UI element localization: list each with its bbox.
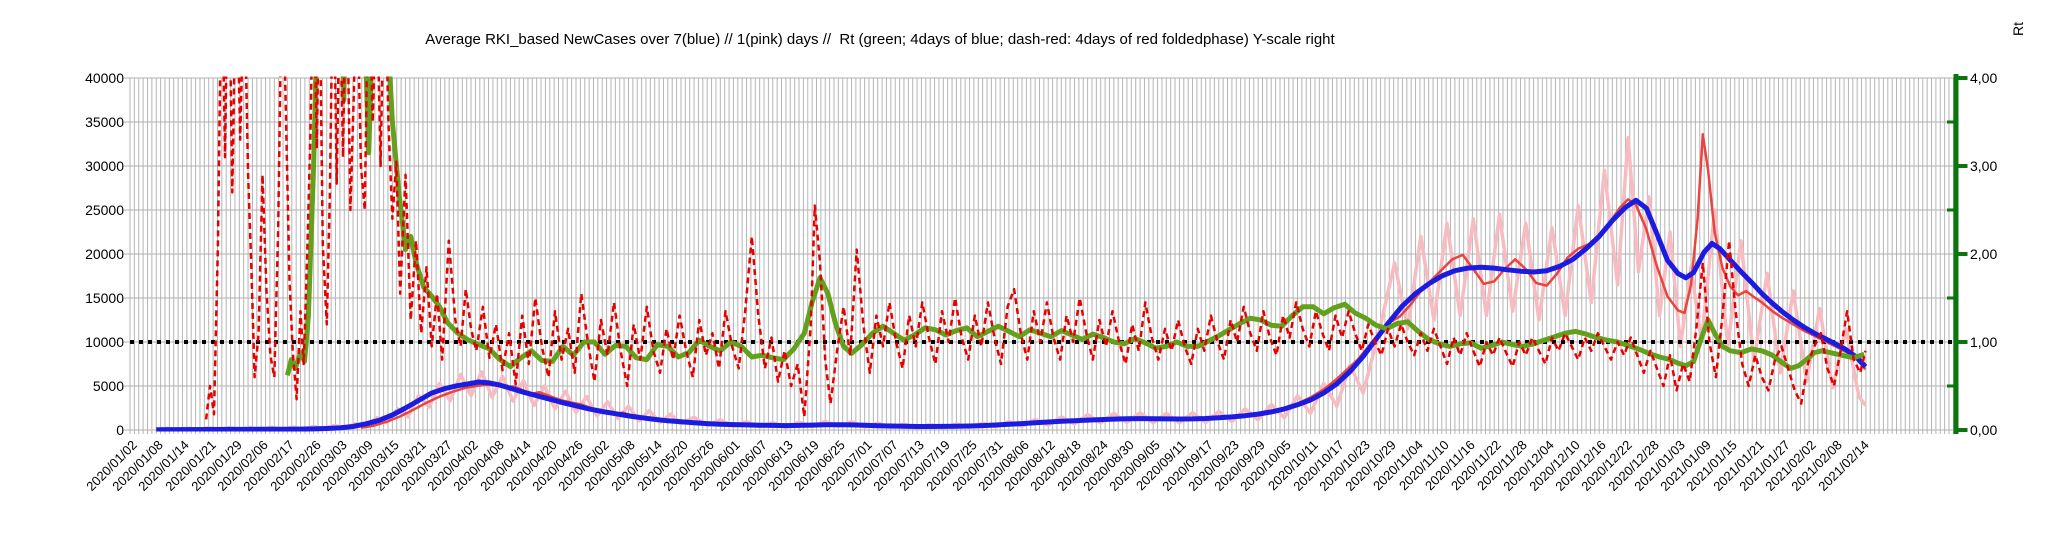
y-left-tick-label: 25000	[85, 202, 124, 218]
chart-title: Average RKI_based NewCases over 7(blue) …	[425, 31, 1335, 48]
series-rt-green-4days-of-blue	[284, 76, 1865, 376]
right-axis-major-tick	[1958, 340, 1968, 344]
right-axis-major-tick	[1958, 164, 1968, 168]
right-axis-line	[1953, 74, 1959, 434]
y-left-tick-label: 30000	[85, 158, 124, 174]
y-left-tick-label: 20000	[85, 246, 124, 262]
y-right-tick-label: 0,00	[1970, 422, 1998, 438]
y-left-tick-label: 15000	[85, 290, 124, 306]
series-new-cases-avg7-blue	[156, 197, 1868, 432]
right-axis-minor-tick	[1947, 384, 1954, 388]
y-right-tick-label: 4,00	[1970, 70, 1998, 86]
grid-vertical-lines	[129, 78, 1954, 434]
y-left-tick-label: 5000	[92, 378, 124, 394]
y-right-tick-label: 1,00	[1970, 334, 1998, 350]
right-axis-major-tick	[1958, 428, 1968, 432]
y-right-tick-label: 2,00	[1970, 246, 1998, 262]
right-axis-major-tick	[1958, 76, 1968, 80]
right-axis-minor-tick	[1947, 296, 1954, 300]
y-left-tick-label: 10000	[85, 334, 124, 350]
y-left-tick-label: 35000	[85, 114, 124, 130]
y-right-tick-label: 3,00	[1970, 158, 1998, 174]
series-rt-dashred-4days-of-red-folded	[204, 76, 1867, 420]
right-axis-minor-tick	[1947, 208, 1954, 212]
series-new-cases-folded-red	[360, 133, 1867, 430]
y-left-tick-label: 0	[116, 422, 124, 438]
y-left-tick-label: 40000	[85, 70, 124, 86]
right-axis-major-tick	[1958, 252, 1968, 256]
right-axis-minor-tick	[1947, 120, 1954, 124]
